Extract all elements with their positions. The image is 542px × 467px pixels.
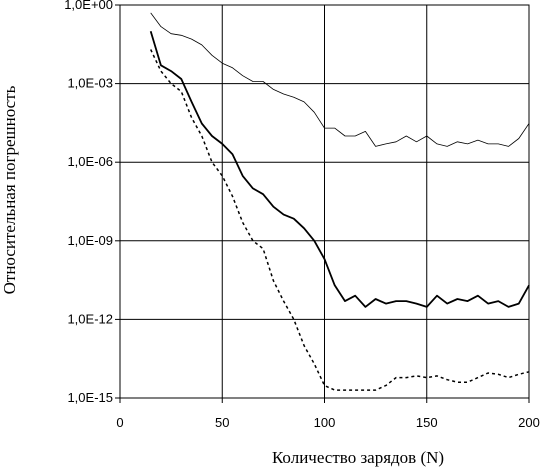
x-axis-ticks: 0 50 100 150 200 <box>116 398 540 430</box>
series-line-1 <box>150 12 530 147</box>
series-layer <box>149 12 530 391</box>
series-line-3 <box>150 49 530 391</box>
x-tick-label: 50 <box>215 415 229 430</box>
y-tick-label: 1,0E-06 <box>67 154 113 169</box>
y-tick-label: 1,0E-15 <box>67 390 113 405</box>
y-axis-ticks: 1,0E-15 1,0E-12 1,0E-09 1,0E-06 1,0E-03 1,0E+… <box>64 0 120 405</box>
x-axis-label: Количество зарядов (N) <box>272 448 444 467</box>
y-tick-label: 1,0E-09 <box>67 233 113 248</box>
plot-area <box>119 4 530 399</box>
x-tick-label: 100 <box>314 415 336 430</box>
x-tick-label: 0 <box>116 415 123 430</box>
y-tick-label: 1,0E-12 <box>67 311 113 326</box>
grid-lines <box>120 5 529 398</box>
x-tick-label: 200 <box>518 415 540 430</box>
y-axis-label: Относительная погрешность <box>0 85 19 294</box>
series-line-2 <box>149 30 530 308</box>
y-tick-label: 1,0E-03 <box>67 76 113 91</box>
x-tick-label: 150 <box>416 415 438 430</box>
y-tick-label: 1,0E+00 <box>64 0 113 12</box>
